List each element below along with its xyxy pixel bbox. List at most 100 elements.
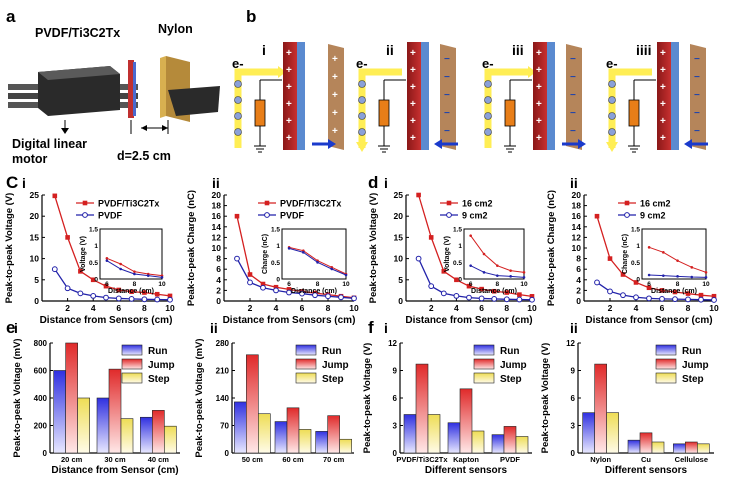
- inset-y-tick-label: 0: [94, 277, 98, 284]
- inset-data-point: [302, 251, 305, 254]
- bar: [651, 441, 665, 454]
- bar: [120, 418, 134, 454]
- bar: [639, 432, 653, 454]
- y-tick-label: 600: [34, 367, 48, 376]
- data-point: [503, 296, 510, 303]
- data-point: [299, 290, 305, 297]
- y-tick-label: 9: [571, 367, 576, 376]
- inset-y-tick-label: 1: [276, 243, 280, 250]
- positive-charge-icon: +: [660, 65, 666, 76]
- positive-charge-icon: +: [660, 82, 666, 93]
- y-tick-label: 8: [576, 254, 581, 264]
- category-label: Cu: [641, 455, 651, 464]
- charge-icon: −: [694, 54, 700, 65]
- current-arrow-icon: [528, 66, 536, 78]
- category-label: PVDF: [500, 455, 520, 464]
- nylon-plate-icon: [440, 44, 456, 150]
- inset-y-axis-label: Charge (nC): [622, 234, 629, 274]
- data-point: [416, 192, 421, 198]
- inset-x-axis-label: Distance (cm): [108, 288, 154, 295]
- panel-label-b: b: [246, 7, 256, 26]
- bar: [491, 434, 505, 454]
- current-path: [234, 68, 278, 148]
- x-axis-label: Distance from Sensor (cm): [405, 315, 532, 326]
- electron-dot-icon: [484, 128, 492, 136]
- positive-charge-icon: +: [536, 133, 542, 144]
- bar: [459, 388, 473, 454]
- x-tick-label: 10: [527, 303, 537, 313]
- current-arrow-icon: [278, 66, 286, 78]
- electron-dot-icon: [358, 128, 366, 136]
- inset-x-tick-label: 8: [676, 281, 680, 288]
- legend-swatch: [473, 372, 495, 384]
- legend-swatch: [655, 372, 677, 384]
- electron-dot-icon: [484, 80, 492, 88]
- x-tick-label: 10: [709, 303, 719, 313]
- data-point: [167, 296, 173, 303]
- contact-step-iiii: e-iiii + + + + + + − − − − −: [606, 42, 708, 153]
- bar: [234, 401, 247, 454]
- bar: [96, 397, 110, 454]
- inset-data-point: [690, 275, 694, 279]
- category-label: Cellulose: [675, 455, 708, 464]
- bar: [53, 370, 66, 454]
- series-line: [54, 195, 171, 297]
- legend-label: 9 cm2: [462, 211, 488, 221]
- data-point: [428, 283, 435, 290]
- inset-y-tick-label: 1: [458, 243, 462, 250]
- contact-step-i: e-i + + + + + + + + + + +: [232, 42, 344, 153]
- inset-y-tick-label: 1: [636, 243, 640, 250]
- bar: [164, 425, 177, 454]
- bar: [140, 416, 153, 454]
- current-arrow-icon: [606, 142, 618, 152]
- data-point: [286, 289, 292, 296]
- bar: [685, 441, 698, 454]
- series-line: [236, 216, 355, 299]
- charge-icon: +: [332, 72, 338, 83]
- subpanel-label: ii: [210, 320, 218, 336]
- legend-swatch: [473, 358, 495, 370]
- bar: [274, 421, 288, 454]
- bar: [471, 430, 485, 454]
- inset-frame: [99, 228, 163, 280]
- subpanel-label: ii: [212, 175, 220, 191]
- x-tick-label: 6: [300, 303, 305, 313]
- y-tick-label: 5: [34, 275, 39, 285]
- current-path: [608, 68, 652, 148]
- resistor-icon: [504, 99, 516, 127]
- data-point: [594, 213, 600, 219]
- category-label: 30 cm: [104, 455, 126, 464]
- electron-dot-icon: [358, 96, 366, 104]
- bar: [286, 407, 300, 454]
- data-point: [428, 235, 434, 240]
- data-point: [478, 295, 485, 302]
- data-point: [620, 292, 626, 299]
- y-axis-label: Peak-to-peak Voltage (V): [362, 343, 373, 454]
- inset-data-point: [469, 234, 472, 237]
- y-tick-label: 10: [394, 254, 404, 264]
- electron-label: e-: [356, 56, 368, 71]
- bar: [415, 363, 429, 454]
- legend-label: Run: [682, 346, 701, 357]
- panel-label-e: e: [6, 318, 15, 337]
- charge-icon: +: [332, 54, 338, 65]
- inset-data-point: [330, 267, 334, 271]
- inset-data-point: [133, 272, 136, 276]
- inset-x-axis-label: Distance (cm): [471, 288, 517, 295]
- y-tick-label: 8: [216, 254, 221, 264]
- charge-icon: −: [444, 72, 450, 83]
- electron-dot-icon: [234, 96, 242, 104]
- inset-y-tick-label: 0: [276, 277, 280, 284]
- data-point: [154, 291, 160, 297]
- data-point: [286, 287, 292, 292]
- inset-data-point: [119, 267, 122, 271]
- data-point: [504, 290, 510, 295]
- data-point: [672, 289, 678, 295]
- legend-marker: [624, 200, 630, 206]
- data-point: [142, 290, 147, 295]
- positive-charge-icon: +: [536, 48, 542, 59]
- bar: [77, 397, 90, 454]
- pvdf-film-icon: [533, 42, 547, 150]
